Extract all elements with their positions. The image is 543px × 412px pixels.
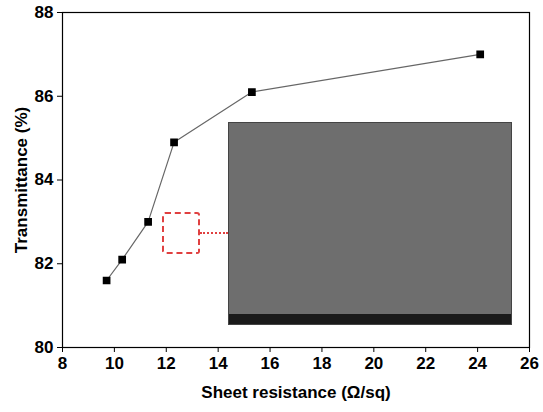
- svg-text:26: 26: [520, 354, 539, 373]
- svg-text:20: 20: [364, 354, 383, 373]
- svg-text:Sheet resistance (Ω/sq): Sheet resistance (Ω/sq): [201, 383, 390, 402]
- svg-text:Transmittance (%): Transmittance (%): [12, 107, 31, 253]
- svg-text:16: 16: [261, 354, 280, 373]
- svg-text:86: 86: [35, 87, 54, 106]
- svg-text:24: 24: [468, 354, 487, 373]
- svg-text:10: 10: [105, 354, 124, 373]
- svg-text:80: 80: [35, 338, 54, 357]
- svg-text:8: 8: [58, 354, 67, 373]
- svg-text:84: 84: [35, 170, 54, 189]
- svg-text:12: 12: [157, 354, 176, 373]
- svg-text:14: 14: [209, 354, 228, 373]
- svg-text:18: 18: [312, 354, 331, 373]
- svg-text:22: 22: [416, 354, 435, 373]
- svg-text:88: 88: [35, 3, 54, 22]
- svg-text:82: 82: [35, 254, 54, 273]
